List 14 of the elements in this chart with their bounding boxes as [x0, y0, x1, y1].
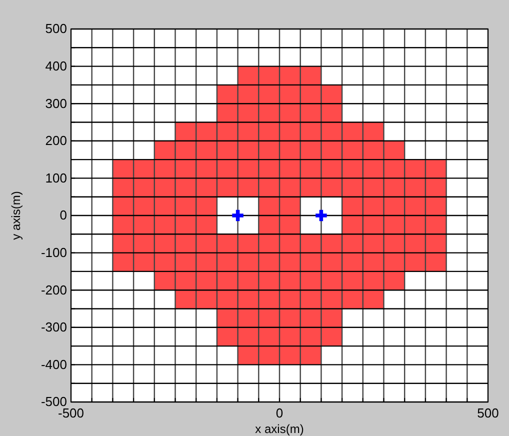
- y-tick-label: -300: [40, 320, 67, 335]
- y-tick-label: 200: [45, 133, 67, 148]
- y-tick-label: 300: [45, 96, 67, 111]
- x-tick-label: 0: [276, 406, 284, 421]
- y-tick-label: 100: [45, 170, 67, 186]
- x-axis-title: x axis(m): [255, 422, 304, 436]
- x-tick-label: 500: [477, 406, 499, 421]
- y-tick-label: -100: [40, 244, 67, 260]
- y-tick-label: -400: [40, 356, 67, 372]
- y-tick-label: 400: [45, 58, 67, 74]
- y-tick-label: -200: [40, 282, 67, 298]
- y-tick-label: 0: [60, 208, 67, 223]
- y-axis-title: y axis(m): [9, 191, 23, 240]
- y-tick-label: 500: [45, 21, 67, 36]
